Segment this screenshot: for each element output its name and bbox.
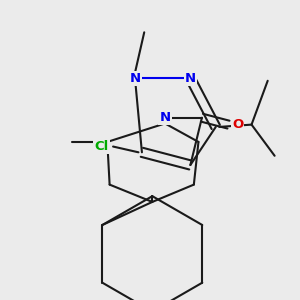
Text: N: N (185, 72, 196, 85)
Text: O: O (232, 118, 243, 131)
Text: N: N (129, 72, 141, 85)
Text: N: N (159, 111, 171, 124)
Text: Cl: Cl (94, 140, 109, 153)
